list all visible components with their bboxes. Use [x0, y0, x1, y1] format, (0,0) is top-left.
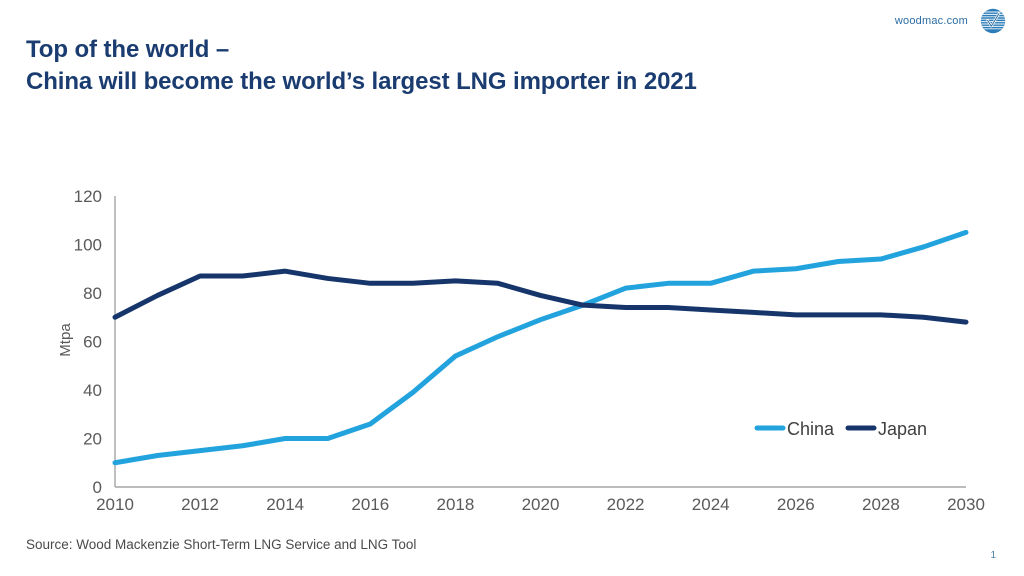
chart-series-group	[112, 229, 969, 466]
x-axis-tick-labels: 2010 2012 2014 2016 2018 2020 2022 2024 2026 2028…	[96, 495, 985, 514]
x-tick-label: 2016	[351, 495, 389, 514]
x-tick-label: 2010	[96, 495, 134, 514]
chart-legend: China Japan	[754, 419, 927, 439]
x-tick-label: 2026	[777, 495, 815, 514]
x-tick-label: 2018	[436, 495, 474, 514]
series-line-japan	[112, 268, 969, 325]
woodmac-globe-logo	[980, 8, 1006, 34]
x-tick-label: 2014	[266, 495, 304, 514]
series-line-china	[112, 229, 969, 466]
page-number: 1	[990, 550, 996, 561]
page-title-line-1: Top of the world –	[26, 36, 230, 63]
x-tick-label: 2024	[692, 495, 730, 514]
brand-bar: woodmac.com	[895, 8, 1006, 34]
y-tick-label: 60	[83, 333, 102, 352]
x-tick-label: 2028	[862, 495, 900, 514]
x-tick-label: 2020	[522, 495, 560, 514]
x-tick-label: 2022	[607, 495, 645, 514]
page-title-line-2: China will become the world’s largest LN…	[26, 67, 697, 95]
legend-label-china: China	[787, 419, 835, 439]
legend-label-japan: Japan	[878, 419, 927, 439]
x-tick-label: 2012	[181, 495, 219, 514]
y-tick-label: 120	[74, 187, 102, 206]
y-tick-label: 100	[74, 236, 102, 255]
y-tick-label: 0	[93, 478, 102, 497]
y-axis-title: Mtpa	[57, 323, 74, 357]
y-tick-label: 40	[83, 381, 102, 400]
y-axis-tick-labels: 0 20 40 60 80 100 120	[74, 187, 102, 497]
y-tick-label: 80	[83, 284, 102, 303]
x-tick-label: 2030	[947, 495, 985, 514]
page-title: Top of the world – China will become the…	[26, 34, 697, 97]
source-note: Source: Wood Mackenzie Short-Term LNG Se…	[26, 537, 417, 552]
brand-url-label: woodmac.com	[894, 15, 968, 27]
y-tick-label: 20	[83, 430, 102, 449]
